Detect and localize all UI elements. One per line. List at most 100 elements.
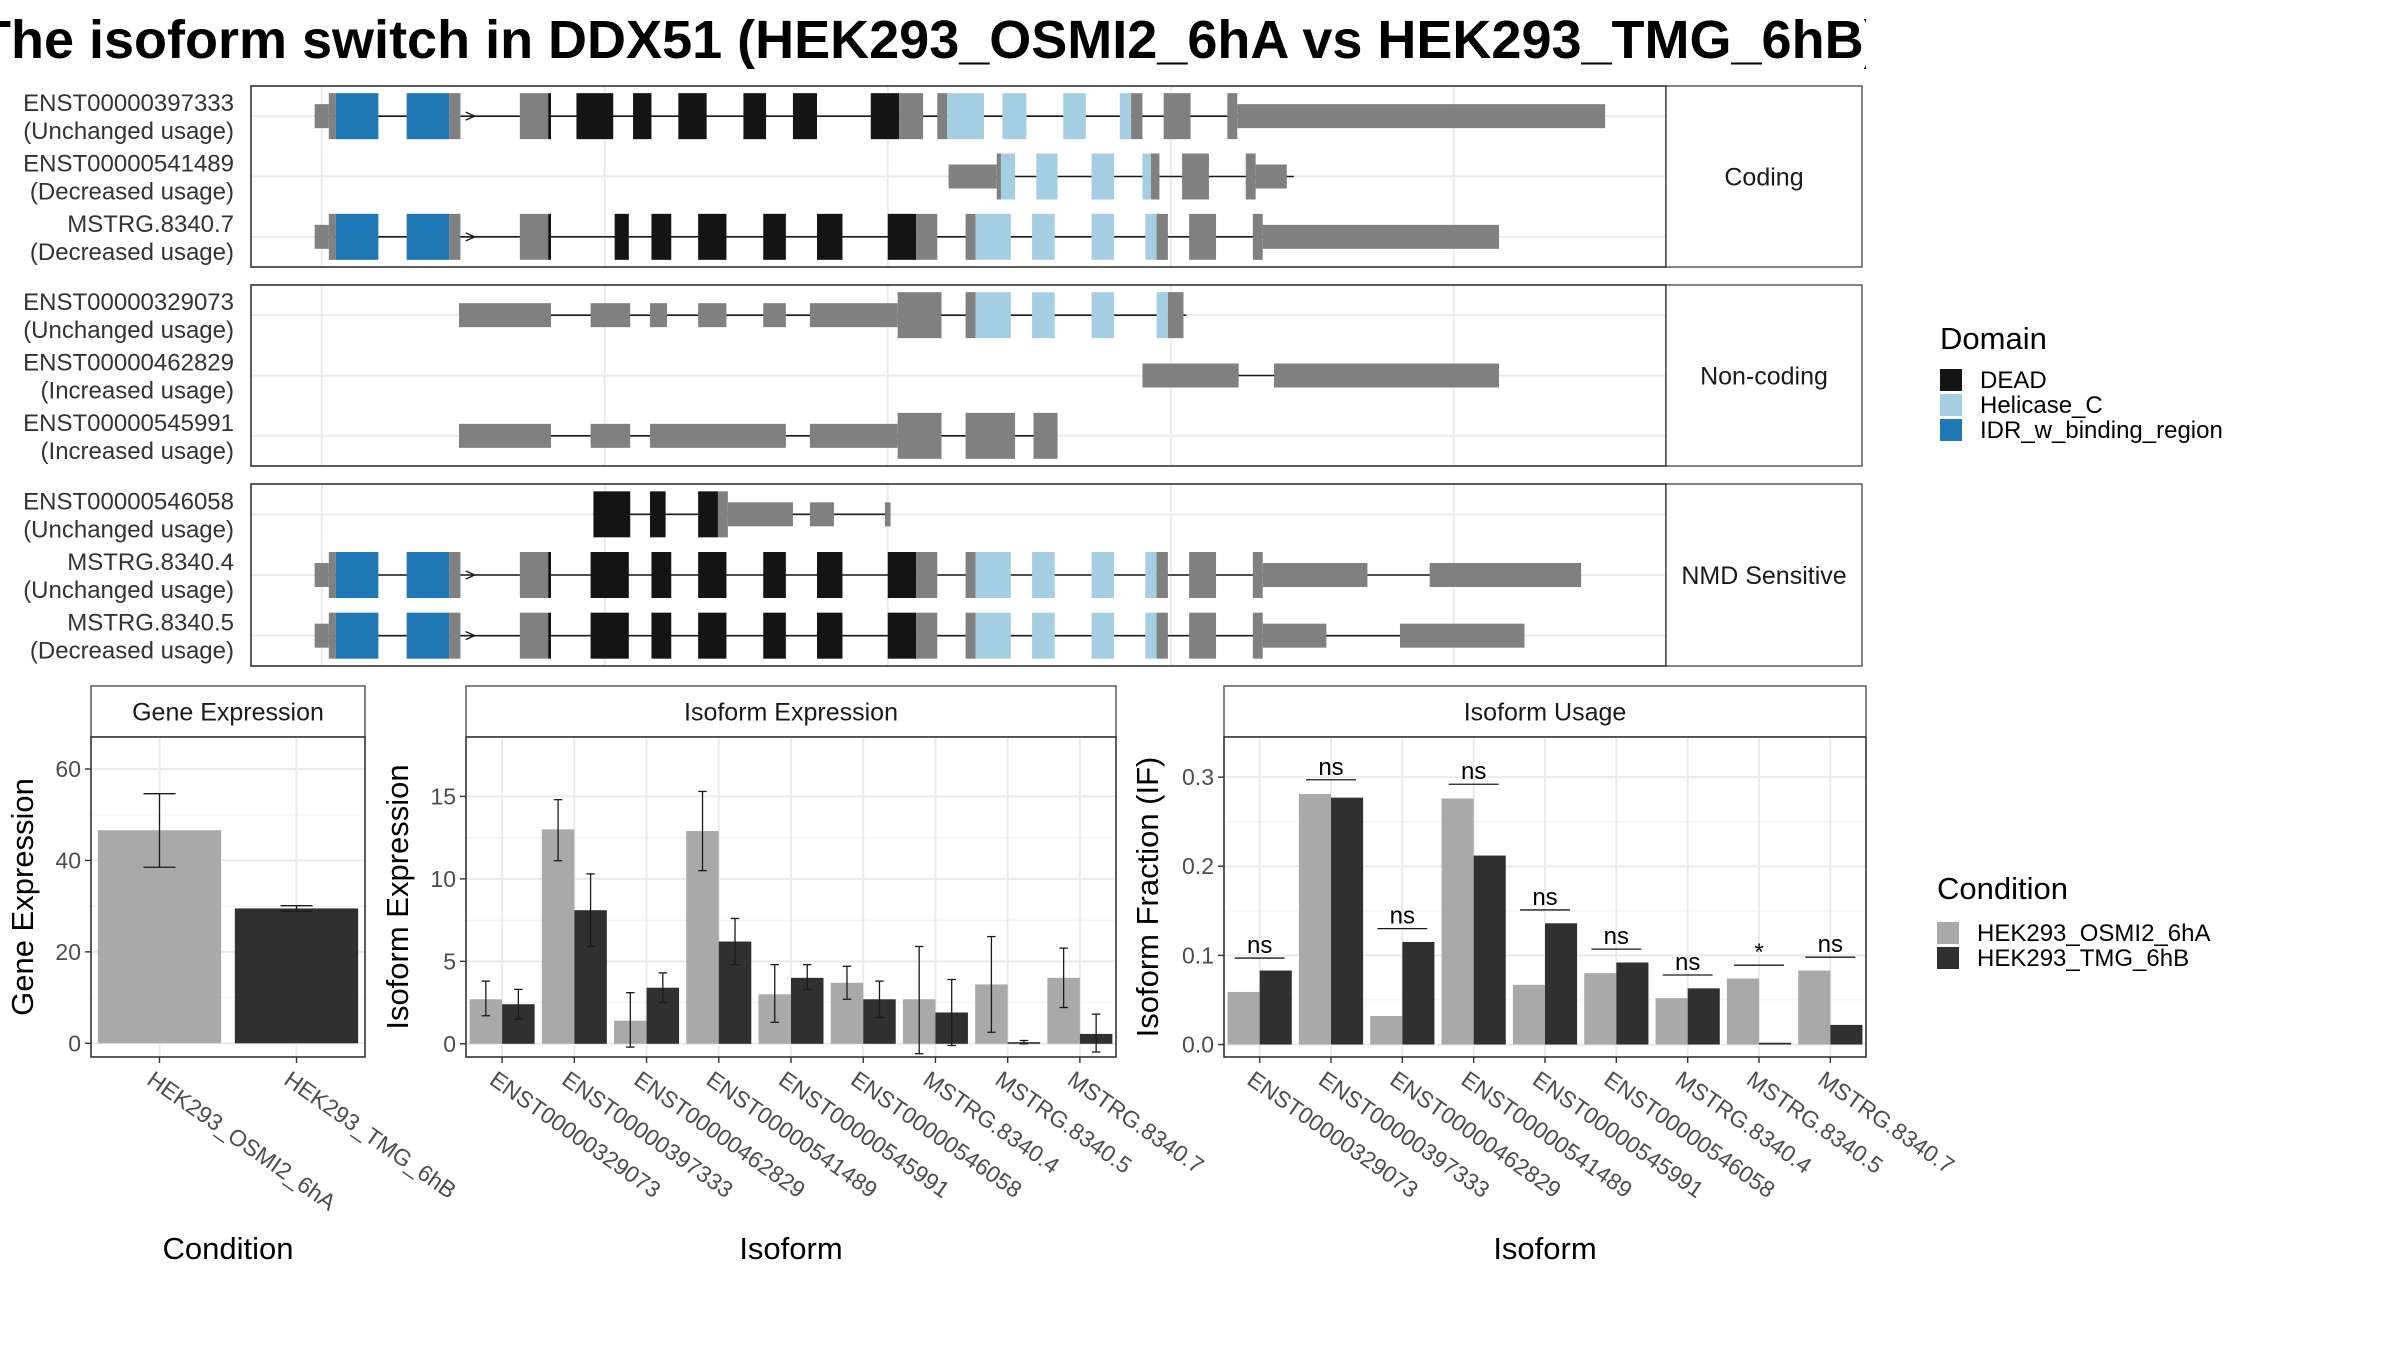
- panel-strip: [1665, 483, 1863, 667]
- strand-arrow: [465, 232, 477, 242]
- exon: [1189, 552, 1217, 598]
- bars: [1227, 794, 1863, 1045]
- legend-label: HEK293_OSMI2_6hA: [1977, 920, 2210, 947]
- domain-DEAD: [698, 491, 718, 538]
- bars: [469, 790, 1113, 1055]
- isoform-usage-chart: Isoform Usage ns ns ns ns ns ns ns * ns 0.0 0.1 0.2 0…: [1130, 685, 1959, 1266]
- domain-IDR_w_binding_region: [406, 213, 450, 260]
- transcript-ENST00000329073: ENST00000329073(Unchanged usage): [23, 289, 1187, 344]
- domain-Helicase_C: [1032, 552, 1055, 598]
- legend-title: Condition: [1937, 871, 2068, 906]
- error-bar: [586, 873, 595, 948]
- error-bar: [1059, 947, 1068, 1009]
- exon: [965, 412, 1016, 459]
- exon: [519, 213, 549, 260]
- exon: [1399, 623, 1525, 648]
- domain-Helicase_C: [1091, 552, 1115, 598]
- domain-Helicase_C: [1091, 612, 1115, 659]
- bar: [1227, 991, 1260, 1045]
- error-bar: [280, 905, 313, 912]
- domain-DEAD: [792, 93, 817, 140]
- error-bar: [803, 963, 812, 991]
- exon: [965, 552, 976, 598]
- strand-arrow: [465, 631, 477, 641]
- exon: [1182, 153, 1209, 200]
- error-bar: [947, 978, 956, 1047]
- domain-DEAD: [548, 93, 551, 140]
- bar: [1655, 998, 1688, 1045]
- error-bar: [481, 980, 491, 1017]
- error-bar: [626, 992, 635, 1048]
- domain-Helicase_C: [975, 612, 1011, 659]
- gene-expression-chart: Gene Expression0204060HEK293_OSMI2_6hAHE…: [5, 685, 461, 1266]
- exon: [1150, 153, 1160, 200]
- domain-DEAD: [650, 491, 666, 538]
- y-tick-label: 40: [55, 847, 81, 873]
- domain-Helicase_C: [1091, 213, 1115, 260]
- domain-Helicase_C: [975, 213, 1011, 260]
- x-axis-title: Isoform: [1493, 1231, 1596, 1266]
- exon: [965, 612, 976, 659]
- y-tick-label: 0: [443, 1031, 456, 1057]
- exon: [1167, 292, 1184, 339]
- bar: [1441, 798, 1474, 1045]
- exon: [1255, 164, 1287, 189]
- figure-title: The isoform switch in DDX51 (HEK293_OSMI…: [0, 10, 1882, 70]
- transcript-id-label: MSTRG.8340.7: [67, 211, 234, 238]
- exon: [899, 93, 924, 140]
- transcript-usage-label: (Unchanged usage): [23, 317, 234, 344]
- exon: [519, 612, 549, 659]
- exon: [1245, 153, 1256, 200]
- y-tick-label: 60: [55, 756, 81, 782]
- domain-DEAD: [870, 93, 900, 140]
- y-tick-label: 5: [443, 948, 456, 974]
- chart-title: Isoform Usage: [1464, 699, 1627, 727]
- legend-label: IDR_w_binding_region: [1980, 417, 2223, 444]
- exon: [449, 93, 461, 140]
- transcript-ENST00000545991: ENST00000545991(Increased usage): [23, 410, 1058, 465]
- exon: [965, 292, 976, 339]
- chart-strip: [465, 685, 1117, 738]
- domain-DEAD: [614, 213, 629, 260]
- legend-swatch: [1937, 947, 1959, 969]
- legend-label: Helicase_C: [1980, 392, 2103, 419]
- transcript-id-label: MSTRG.8340.4: [67, 549, 234, 576]
- domain-DEAD: [698, 213, 727, 260]
- bar: [1512, 984, 1545, 1045]
- transcript-usage-label: (Unchanged usage): [23, 118, 234, 145]
- domain-DEAD: [887, 213, 917, 260]
- exon: [314, 623, 329, 648]
- domain-DEAD: [817, 213, 843, 260]
- bar: [1616, 962, 1649, 1045]
- exon: [717, 491, 728, 538]
- domain-DEAD: [590, 552, 629, 598]
- bar: [1259, 970, 1292, 1045]
- domain-Helicase_C: [975, 292, 1011, 339]
- error-bar: [1019, 1039, 1029, 1045]
- significance-marker: ns: [1377, 903, 1428, 930]
- exon: [1252, 612, 1263, 659]
- domain-Helicase_C: [975, 552, 1011, 598]
- exon: [1156, 612, 1168, 659]
- domain-Helicase_C: [1119, 93, 1132, 140]
- transcript-ENST00000541489: ENST00000541489(Decreased usage): [23, 151, 1294, 206]
- y-tick-label: 0: [68, 1030, 81, 1056]
- exon: [897, 412, 942, 459]
- exon: [1429, 563, 1582, 587]
- transcript-id-label: MSTRG.8340.5: [67, 610, 234, 637]
- exon: [1142, 363, 1239, 388]
- transcript-id-label: ENST00000546058: [23, 488, 234, 515]
- exon: [459, 303, 551, 328]
- exon: [1189, 612, 1217, 659]
- exon: [809, 423, 898, 448]
- exon: [519, 552, 549, 598]
- exon: [590, 303, 631, 328]
- exon: [1252, 552, 1263, 598]
- domain-DEAD: [887, 552, 917, 598]
- exon: [884, 502, 891, 527]
- legend-swatch: [1940, 419, 1962, 441]
- transcript-id-label: ENST00000397333: [23, 90, 234, 117]
- error-bar: [875, 980, 884, 1019]
- legend-swatch: [1940, 394, 1962, 416]
